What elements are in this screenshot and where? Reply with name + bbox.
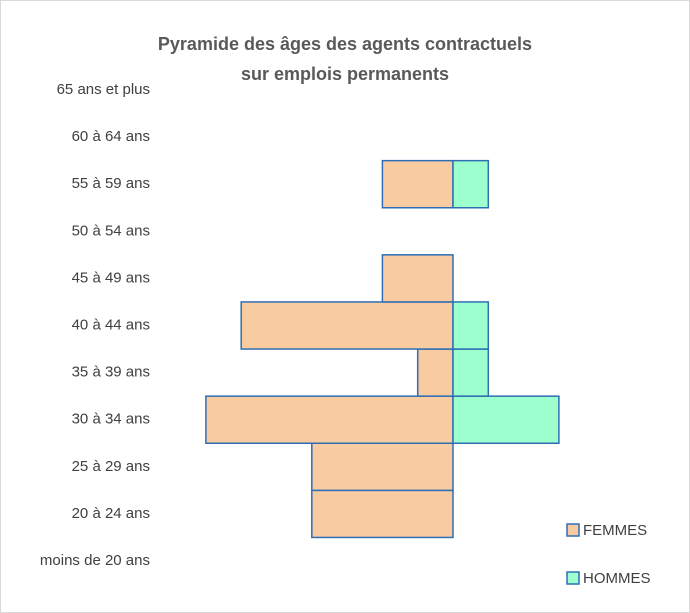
bar <box>452 301 490 350</box>
legend-swatch <box>566 571 580 585</box>
y-tick-label: 50 à 54 ans <box>72 222 150 239</box>
chart-title-line-1: Pyramide des âges des agents contractuel… <box>158 34 532 54</box>
bar <box>416 348 454 397</box>
y-tick-label: 65 ans et plus <box>57 81 150 98</box>
y-tick-label: 40 à 44 ans <box>72 316 150 333</box>
legend-label: HOMMES <box>583 570 651 587</box>
legend-label: FEMMES <box>583 522 647 539</box>
bar <box>311 489 454 539</box>
y-tick-label: 55 à 59 ans <box>72 175 150 192</box>
bar <box>381 254 454 303</box>
bar <box>452 395 560 444</box>
y-tick-label: 45 à 49 ans <box>72 269 150 286</box>
bar <box>452 348 490 397</box>
bar <box>452 159 490 209</box>
y-tick-label: 25 à 29 ans <box>72 458 150 475</box>
y-tick-label: 30 à 34 ans <box>72 411 150 428</box>
y-tick-label: moins de 20 ans <box>40 552 150 569</box>
chart-title-line-2: sur emplois permanents <box>241 64 449 84</box>
y-tick-label: 60 à 64 ans <box>72 128 150 145</box>
bar <box>240 301 454 350</box>
legend-swatch <box>566 523 580 537</box>
bar <box>311 442 454 492</box>
y-tick-label: 20 à 24 ans <box>72 505 150 522</box>
bar <box>205 395 454 444</box>
y-tick-label: 35 à 39 ans <box>72 364 150 381</box>
bar <box>381 159 454 209</box>
